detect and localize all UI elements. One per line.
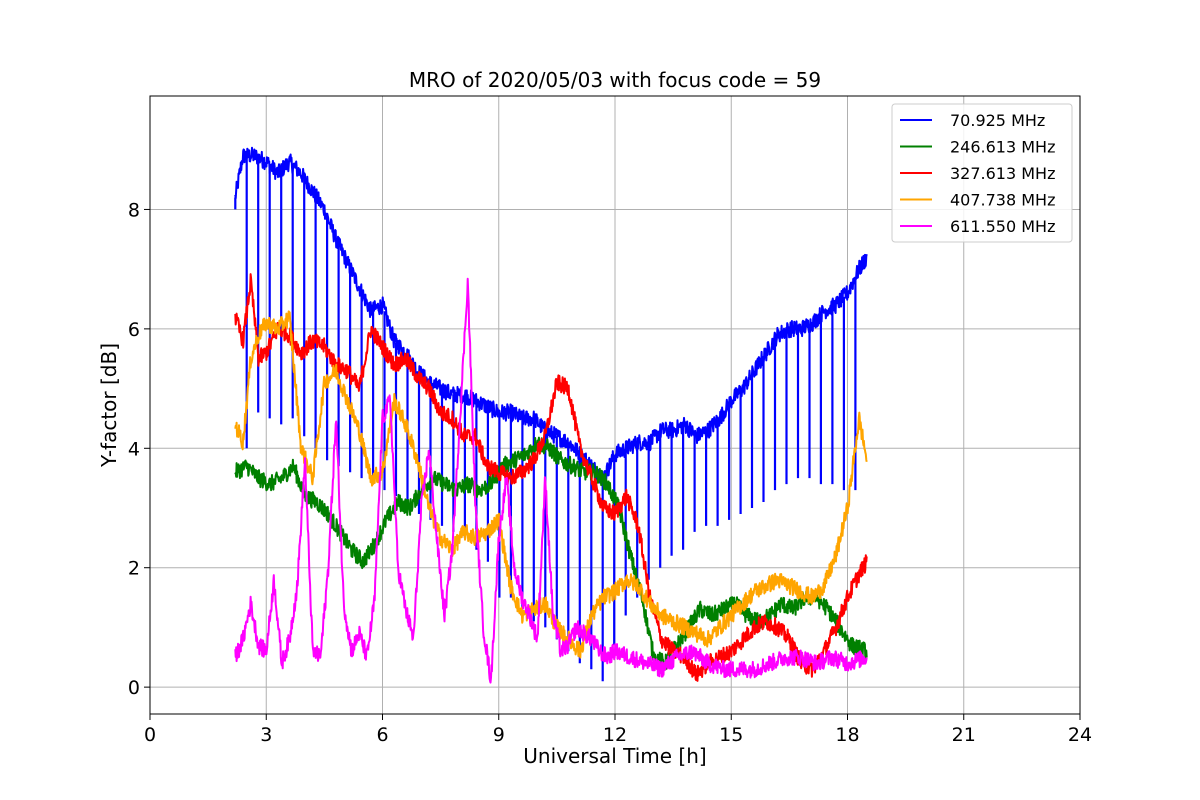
legend-label: 611.550 MHz [950,217,1055,236]
x-tick-label: 9 [493,724,505,746]
legend-label: 246.613 MHz [950,138,1055,157]
x-axis-label: Universal Time [h] [523,744,706,768]
y-tick-label: 0 [128,677,140,699]
y-axis: 0 2 4 6 8 [128,199,150,699]
legend-label: 407.738 MHz [950,191,1055,210]
x-tick-label: 6 [376,724,388,746]
x-tick-label: 24 [1068,724,1092,746]
y-tick-label: 2 [128,558,140,580]
x-axis: 0 3 6 9 12 15 18 21 24 [144,714,1092,746]
series-line-2 [234,273,868,682]
y-tick-label: 6 [128,319,140,341]
legend: 70.925 MHz 246.613 MHz 327.613 MHz 407.738 … [891,103,1073,243]
y-tick-label: 8 [128,199,140,221]
series-dips-0 [234,155,857,682]
legend-label: 70.925 MHz [950,111,1045,130]
series-line-0 [234,146,868,485]
x-tick-label: 18 [835,724,859,746]
x-tick-label: 3 [260,724,272,746]
x-tick-label: 21 [952,724,976,746]
x-tick-label: 12 [603,724,627,746]
x-tick-label: 0 [144,724,156,746]
legend-box [891,103,1073,243]
series-group [234,146,868,684]
legend-label: 327.613 MHz [950,164,1055,183]
y-tick-label: 4 [128,438,140,460]
x-tick-label: 15 [719,724,743,746]
y-axis-label: Y-factor [dB] [97,343,121,468]
series-line-4 [234,277,868,684]
chart-title: MRO of 2020/05/03 with focus code = 59 [409,68,821,92]
series-line-3 [234,310,868,659]
